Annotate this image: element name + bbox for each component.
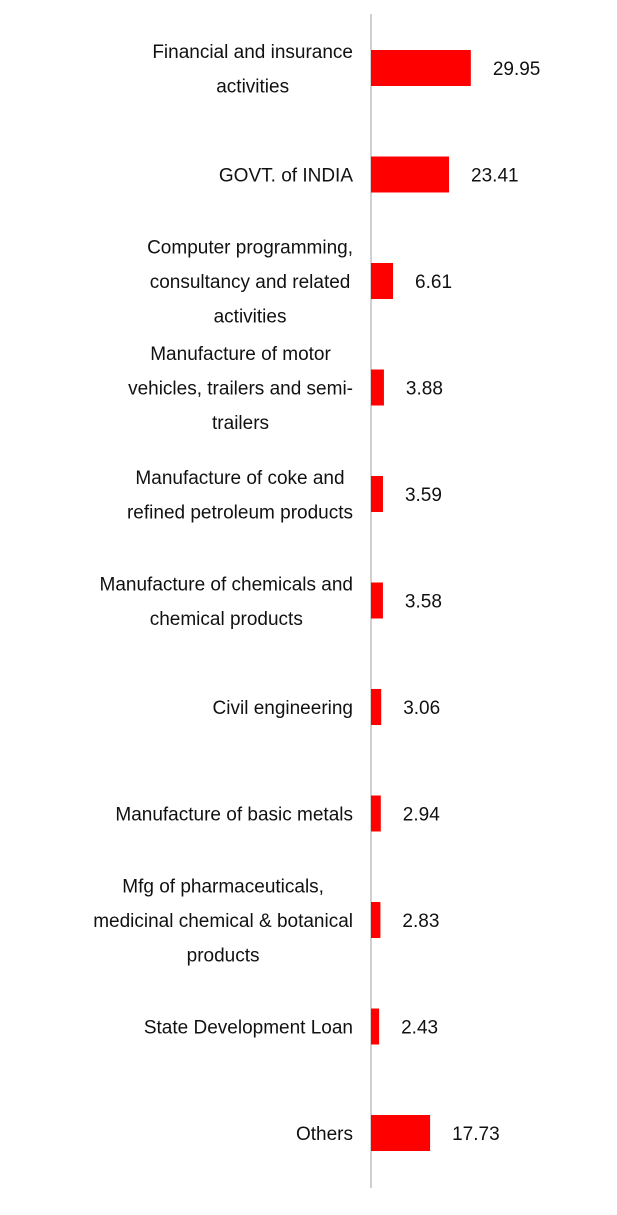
bar (371, 1115, 431, 1151)
bar (371, 582, 383, 619)
value-label: 3.59 (405, 485, 442, 506)
category-label: Manufacture of coke and refined petroleum… (127, 468, 353, 524)
bar (371, 902, 381, 938)
value-label: 3.58 (405, 592, 442, 613)
category-label: Manufacture of motor vehicles, trailers a… (128, 344, 353, 434)
category-label: GOVT. of INDIA (219, 166, 353, 187)
bars-group (371, 50, 471, 1151)
category-label: State Development Loan (144, 1018, 353, 1039)
bar (371, 263, 394, 299)
bar (371, 156, 450, 193)
bar (371, 369, 384, 406)
value-label: 2.94 (403, 805, 440, 826)
category-label: Computer programming, consultancy and rel… (147, 238, 353, 328)
category-label: Civil engineering (213, 698, 353, 719)
bar (371, 689, 382, 725)
bar (371, 50, 471, 86)
value-label: 3.88 (406, 379, 443, 400)
value-label: 6.61 (415, 272, 452, 293)
value-labels-group: 29.95 23.41 6.61 3.88 3.59 3.58 3.06 2.94 2.83 2.… (401, 59, 540, 1145)
bar (371, 795, 381, 832)
value-label: 2.83 (402, 911, 439, 932)
category-label: Mfg of pharmaceuticals, medicinal chemica… (93, 877, 353, 967)
value-label: 23.41 (471, 166, 519, 187)
category-label: Financial and insurance activities (152, 42, 353, 98)
value-label: 2.43 (401, 1018, 438, 1039)
bar (371, 1008, 380, 1045)
value-label: 3.06 (403, 698, 440, 719)
value-label: 17.73 (452, 1124, 500, 1145)
category-label: Manufacture of chemicals and chemical pro… (100, 574, 353, 630)
value-label: 29.95 (493, 59, 541, 80)
category-label: Others (296, 1124, 353, 1145)
category-label: Manufacture of basic metals (115, 805, 353, 826)
bar (371, 476, 383, 512)
category-labels-group: Financial and insurance activities GOVT. o… (93, 42, 353, 1145)
